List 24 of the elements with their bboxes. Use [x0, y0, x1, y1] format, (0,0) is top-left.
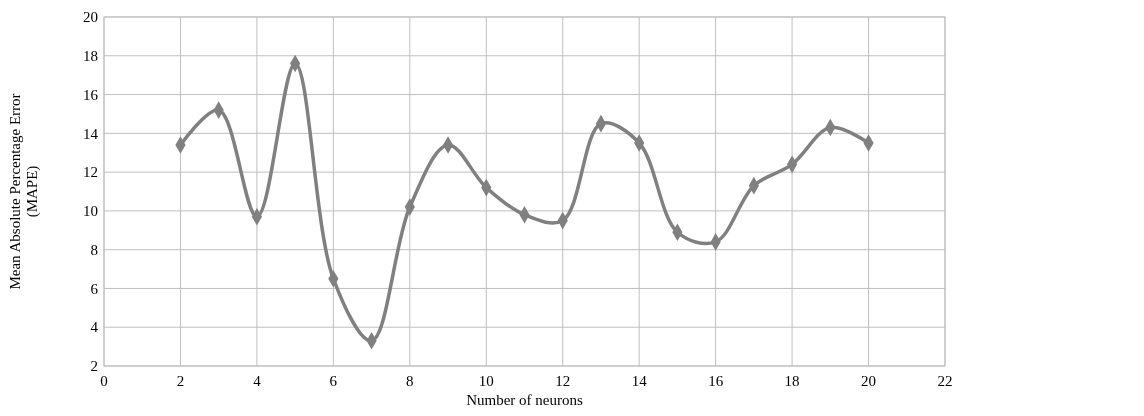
- y-tick-label: 6: [90, 280, 99, 297]
- x-tick-label: 4: [253, 373, 262, 389]
- x-tick-label: 22: [937, 373, 953, 389]
- y-tick-label: 2: [90, 358, 98, 375]
- x-tick-label: 2: [176, 373, 185, 389]
- x-tick-label: 0: [100, 373, 108, 389]
- y-tick-label: 8: [90, 241, 98, 258]
- y-tick-label: 14: [83, 125, 99, 142]
- x-axis-title: Number of neurons: [466, 392, 583, 408]
- y-tick-label: 10: [83, 203, 98, 220]
- x-tick-label: 8: [406, 373, 414, 389]
- y-tick-label: 16: [83, 86, 99, 103]
- y-tick-label: 20: [83, 9, 98, 26]
- x-tick-label: 14: [631, 373, 648, 389]
- x-tick-label: 12: [555, 373, 571, 389]
- y-tick-label: 18: [83, 48, 98, 65]
- y-tick-label: 12: [83, 164, 98, 181]
- x-tick-label: 20: [861, 373, 877, 389]
- x-tick-label: 6: [329, 373, 338, 389]
- y-axis-title: Mean Absolute Percentage Error (MAPE): [7, 93, 41, 290]
- x-tick-label: 16: [708, 373, 724, 389]
- x-tick-label: 18: [784, 373, 800, 389]
- x-tick-label: 10: [478, 373, 494, 389]
- y-tick-label: 4: [90, 319, 99, 336]
